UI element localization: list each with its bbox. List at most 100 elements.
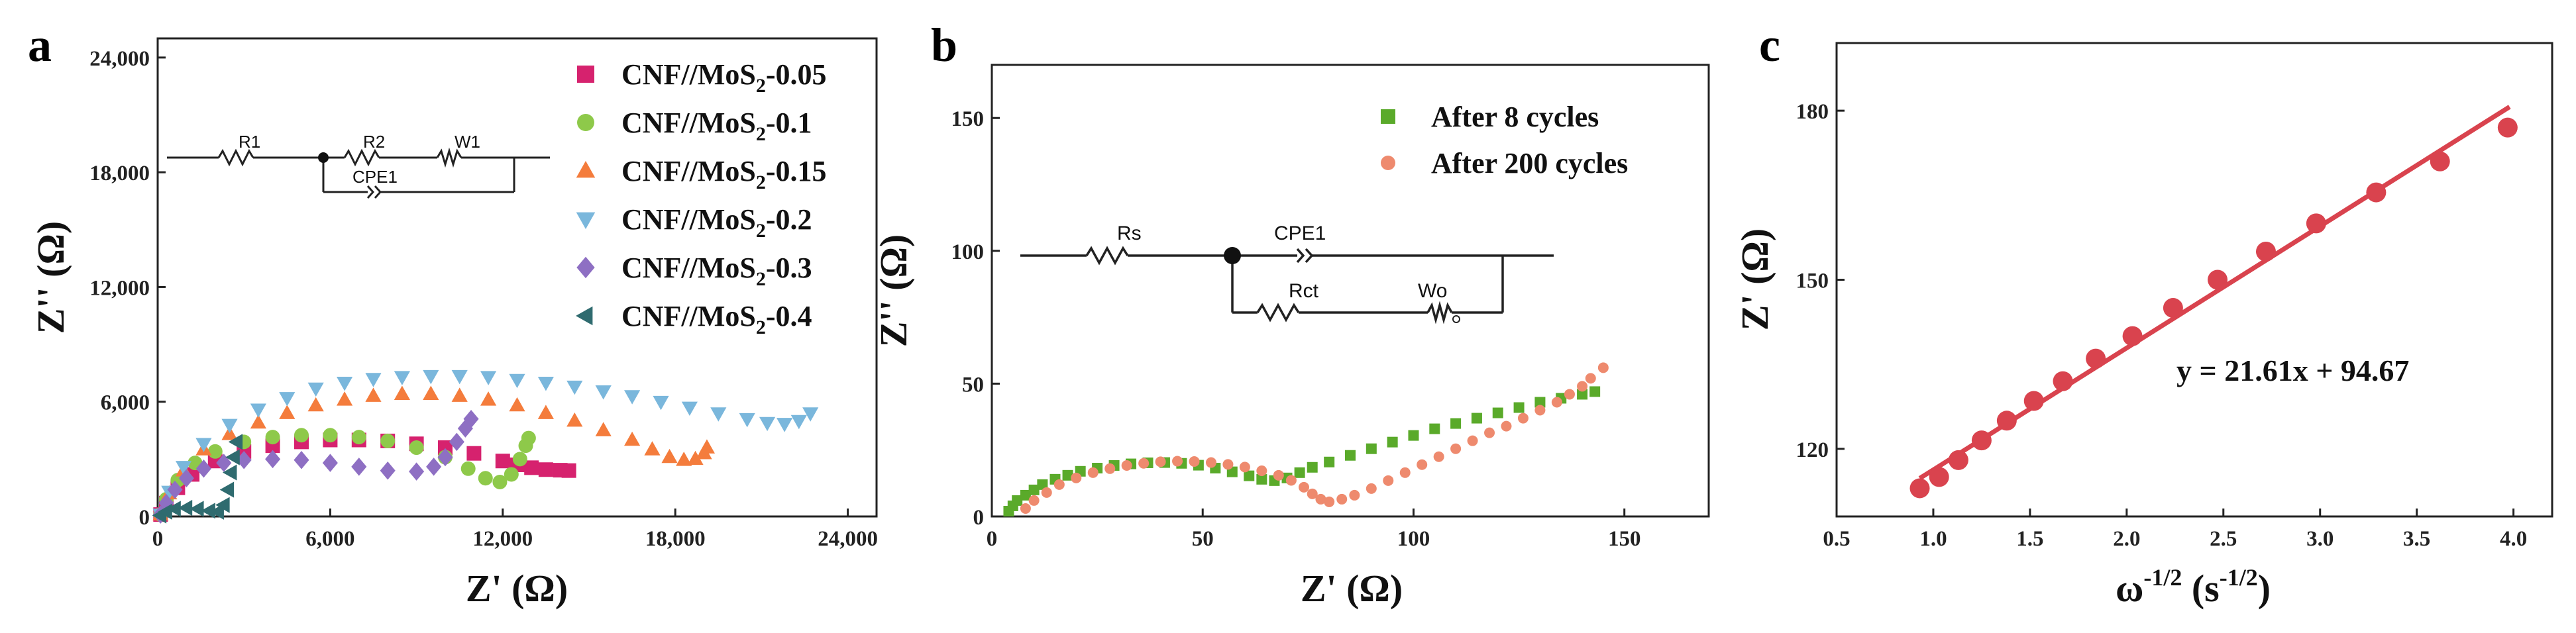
data-point <box>463 409 479 428</box>
data-point <box>1307 488 1318 499</box>
y-tick-label: 100 <box>951 240 985 264</box>
data-point <box>423 385 439 400</box>
data-point <box>1429 423 1440 434</box>
data-point <box>512 452 527 467</box>
data-point <box>351 458 367 476</box>
data-point <box>653 395 669 411</box>
data-point <box>1492 407 1503 418</box>
data-point <box>225 449 240 465</box>
data-point <box>1172 456 1183 467</box>
panel-a-y-label: Z'' (Ω) <box>29 221 72 334</box>
x-tick-label: 18,000 <box>645 527 706 551</box>
data-point <box>294 428 309 443</box>
data-point <box>1948 450 1968 470</box>
data-point <box>323 428 338 443</box>
data-point <box>166 501 181 517</box>
data-point <box>1324 496 1335 507</box>
data-point <box>1256 473 1267 485</box>
data-point <box>509 397 525 412</box>
data-point <box>1387 436 1398 448</box>
data-point <box>178 499 193 516</box>
data-point <box>178 469 194 487</box>
panel-b-series <box>1003 362 1609 516</box>
data-point <box>2122 326 2143 346</box>
data-point <box>449 432 464 452</box>
data-point <box>365 387 382 402</box>
panel-a-legend: CNF//MoS2-0.05 CNF//MoS2-0.1 CNF//MoS2-0.1… <box>576 58 827 338</box>
data-point <box>624 431 641 446</box>
data-point <box>1349 489 1360 501</box>
data-point <box>1450 443 1462 454</box>
circuit-label-cpe1-b: CPE1 <box>1274 222 1326 244</box>
data-point <box>2208 269 2228 290</box>
panel-c-fit-line <box>1918 105 2511 481</box>
data-point <box>524 460 539 475</box>
panel-c-x-ticks: 0.5 1.0 1.5 2.0 2.5 3.0 3.5 4.0 <box>1823 509 2527 551</box>
data-point <box>1062 469 1073 481</box>
legend-entry: CNF//MoS2-0.2 <box>621 203 812 242</box>
data-point <box>1012 495 1023 506</box>
data-point <box>1189 456 1200 467</box>
data-point <box>423 369 439 385</box>
data-point <box>265 430 280 445</box>
legend-marker <box>576 161 596 178</box>
data-point <box>219 481 235 498</box>
data-point <box>2023 391 2044 411</box>
y-tick-label: 12,000 <box>89 276 150 300</box>
data-point <box>221 418 238 434</box>
panel-b-warburg-marker <box>1452 315 1460 323</box>
data-point <box>1285 475 1297 486</box>
panel-a-x-ticks: 0 6,000 12,000 18,000 24,000 <box>152 509 878 551</box>
data-point <box>2053 371 2073 391</box>
data-point <box>215 497 230 513</box>
x-tick-label: 2.5 <box>2210 527 2237 551</box>
data-point <box>777 418 793 432</box>
data-point <box>492 475 508 490</box>
data-point <box>1020 489 1031 501</box>
data-point <box>1298 481 1309 493</box>
data-point <box>1484 427 1495 438</box>
circuit-label-rct: Rct <box>1289 280 1319 302</box>
panel-c-y-label: Z' (Ω) <box>1733 228 1776 330</box>
panel-b-x-ticks: 0 50 100 150 <box>987 509 1640 551</box>
data-point <box>1028 484 1040 495</box>
x-tick-label: 12,000 <box>472 527 533 551</box>
data-point <box>307 397 324 412</box>
data-point <box>1053 479 1065 490</box>
data-point <box>1273 469 1284 481</box>
y-tick-label: 50 <box>962 373 984 397</box>
legend-entry: CNF//MoS2-0.15 <box>621 155 827 193</box>
data-point <box>1597 362 1609 373</box>
x-tick-label: 6,000 <box>305 527 354 551</box>
legend-entry: CNF//MoS2-0.3 <box>621 252 812 290</box>
panel-label-a: a <box>28 19 52 72</box>
data-point <box>250 414 266 429</box>
data-point <box>409 462 425 481</box>
x-tick-label: 4.0 <box>2500 527 2527 551</box>
panel-b-circuit <box>1020 246 1554 324</box>
data-point <box>1205 457 1216 468</box>
data-point <box>2430 151 2450 171</box>
y-tick-label: 6,000 <box>101 391 150 415</box>
data-point <box>1345 450 1356 461</box>
data-point <box>1041 487 1052 498</box>
data-point <box>466 446 482 461</box>
panel-a-circuit <box>167 147 550 199</box>
data-point <box>294 451 309 469</box>
y-tick-label: 180 <box>1796 100 1829 124</box>
data-point <box>1513 402 1525 413</box>
legend-marker <box>1381 109 1395 124</box>
panel-c-x-label: ω-1/2 (s-1/2) <box>2116 564 2271 610</box>
data-point <box>1399 467 1411 478</box>
data-point <box>1366 443 1377 454</box>
y-tick-label: 120 <box>1796 438 1829 462</box>
data-point <box>1577 381 1588 392</box>
data-point <box>409 440 424 456</box>
data-point <box>790 414 807 430</box>
panel-b-y-ticks: 0 50 100 150 <box>951 107 1000 530</box>
data-point <box>250 403 266 418</box>
data-point <box>566 380 583 395</box>
data-point <box>1996 411 2017 431</box>
data-point <box>1138 458 1150 469</box>
legend-entry: CNF//MoS2-0.4 <box>621 300 812 338</box>
